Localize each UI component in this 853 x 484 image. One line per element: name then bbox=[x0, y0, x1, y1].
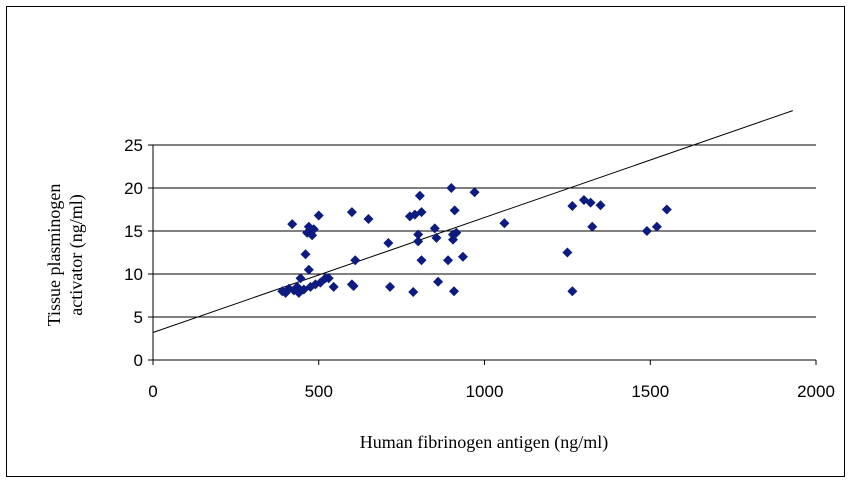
data-point bbox=[587, 221, 598, 232]
data-point bbox=[323, 273, 334, 284]
y-tick-label: 15 bbox=[124, 222, 143, 241]
gridlines bbox=[153, 144, 816, 318]
data-point bbox=[433, 276, 444, 287]
x-tick-label: 500 bbox=[305, 382, 333, 401]
data-point bbox=[383, 238, 394, 249]
x-axis-title: Human fibrinogen antigen (ng/ml) bbox=[360, 432, 608, 453]
data-point bbox=[295, 273, 306, 284]
data-point bbox=[429, 223, 440, 234]
data-point bbox=[408, 287, 419, 298]
data-point bbox=[567, 286, 578, 297]
data-point bbox=[585, 197, 596, 208]
data-point bbox=[651, 221, 662, 232]
y-axis-title-line-2: activator (ng/ml) bbox=[66, 194, 87, 315]
x-tick-label: 1500 bbox=[631, 382, 669, 401]
data-point bbox=[416, 207, 427, 218]
data-point bbox=[446, 183, 457, 193]
data-point bbox=[562, 247, 573, 258]
data-point bbox=[448, 234, 459, 245]
data-point bbox=[567, 201, 578, 212]
data-point bbox=[469, 187, 480, 198]
data-point bbox=[346, 207, 357, 218]
data-point bbox=[451, 227, 462, 238]
data-point bbox=[641, 226, 652, 236]
trendline-layer bbox=[152, 110, 793, 333]
x-tick-label: 0 bbox=[148, 382, 157, 401]
data-point bbox=[350, 255, 361, 266]
data-point bbox=[595, 200, 606, 211]
data-point bbox=[499, 218, 510, 229]
data-point bbox=[385, 281, 396, 292]
y-tick-label: 20 bbox=[124, 179, 143, 198]
y-tick-label: 10 bbox=[124, 265, 143, 284]
y-tick-label: 25 bbox=[124, 136, 143, 155]
data-point bbox=[363, 213, 374, 224]
axes bbox=[148, 144, 817, 365]
data-point bbox=[303, 264, 314, 275]
data-point bbox=[443, 255, 454, 266]
data-point bbox=[661, 204, 672, 215]
data-point bbox=[308, 224, 319, 235]
y-tick-labels: 0 5 10 15 20 25 bbox=[124, 136, 143, 370]
data-point bbox=[328, 281, 339, 292]
y-tick-label: 5 bbox=[134, 308, 143, 327]
data-point bbox=[416, 255, 427, 266]
x-tick-label: 2000 bbox=[797, 382, 835, 401]
y-axis-title-line-1: Tissue plasminogen bbox=[44, 184, 64, 327]
data-point bbox=[287, 219, 298, 230]
data-points bbox=[277, 183, 672, 298]
data-point bbox=[300, 249, 311, 260]
data-point bbox=[431, 232, 442, 243]
data-point bbox=[413, 236, 424, 247]
data-point bbox=[457, 251, 468, 262]
trendline bbox=[152, 110, 793, 333]
data-point bbox=[449, 286, 460, 297]
y-tick-label: 0 bbox=[134, 351, 143, 370]
data-point bbox=[449, 205, 460, 216]
data-point bbox=[348, 281, 359, 292]
data-point bbox=[413, 229, 424, 240]
y-axis-title: Tissue plasminogen activator (ng/ml) bbox=[44, 184, 87, 327]
x-tick-labels: 0 500 1000 1500 2000 bbox=[148, 382, 835, 401]
data-point bbox=[313, 210, 324, 221]
x-tick-label: 1000 bbox=[466, 382, 504, 401]
chart-frame bbox=[6, 6, 845, 477]
data-point bbox=[414, 190, 425, 201]
